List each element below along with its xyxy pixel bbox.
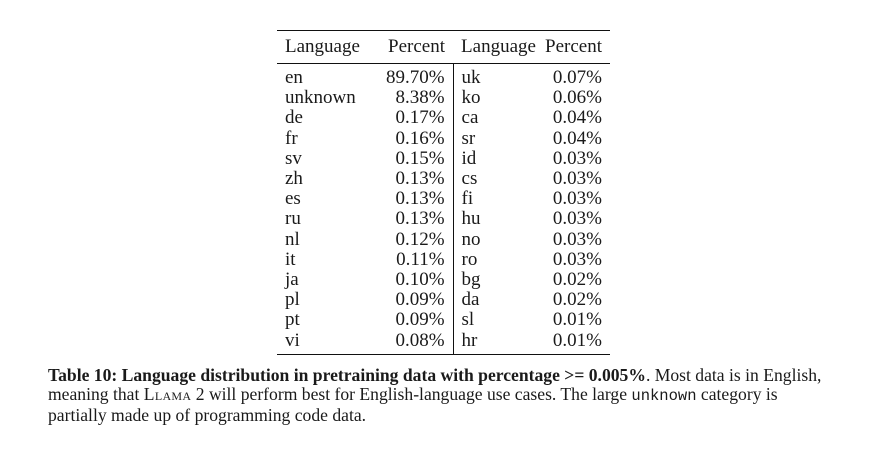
table-body: en 89.70% uk 0.07% unknown 8.38% ko 0.06% de 0.17… bbox=[277, 63, 610, 355]
cell-language-2: da bbox=[452, 290, 545, 311]
cell-percent-2: 0.03% bbox=[552, 188, 602, 210]
cell-language-2: sl bbox=[452, 310, 545, 331]
table-row: ru 0.13% hu 0.03% bbox=[277, 208, 610, 230]
table-row: vi 0.08% hr 0.01% bbox=[277, 329, 610, 355]
cell-language-2: sr bbox=[452, 128, 545, 149]
table-header-row: Language Percent Language Percent bbox=[277, 30, 610, 64]
caption-title: Table 10: Language distribution in pretr… bbox=[48, 365, 646, 385]
caption-text-4: category is bbox=[696, 384, 778, 404]
table-row: sv 0.15% id 0.03% bbox=[277, 147, 610, 169]
header-language-2: Language bbox=[461, 36, 536, 57]
table-row: en 89.70% uk 0.07% bbox=[277, 63, 610, 89]
cell-language-1: it bbox=[285, 248, 296, 270]
cell-percent-2: 0.03% bbox=[552, 248, 602, 270]
cell-language-1: ru bbox=[285, 208, 301, 230]
cell-percent-1: 89.70% bbox=[385, 67, 445, 89]
table-row: ja 0.10% bg 0.02% bbox=[277, 268, 610, 291]
table-row: it 0.11% ro 0.03% bbox=[277, 248, 610, 270]
cell-percent-1: 0.12% bbox=[395, 228, 445, 250]
table-row: de 0.17% ca 0.04% bbox=[277, 107, 610, 129]
table-row: nl 0.12% no 0.03% bbox=[277, 228, 610, 250]
cell-language-2: hu bbox=[452, 209, 545, 230]
header-percent-2: Percent bbox=[545, 36, 602, 57]
cell-language-1: es bbox=[285, 188, 301, 210]
cell-percent-2: 0.01% bbox=[552, 329, 602, 351]
cell-percent-1: 0.16% bbox=[395, 127, 445, 149]
cell-percent-2: 0.03% bbox=[552, 147, 602, 169]
cell-language-1: pl bbox=[285, 289, 300, 311]
cell-language-2: ro bbox=[452, 249, 545, 270]
cell-percent-1: 0.13% bbox=[395, 188, 445, 210]
table-row: zh 0.13% cs 0.03% bbox=[277, 168, 610, 190]
cell-language-2: hr bbox=[452, 330, 545, 355]
cell-percent-1: 0.11% bbox=[396, 248, 445, 270]
cell-language-1: sv bbox=[285, 147, 302, 169]
cell-percent-2: 0.02% bbox=[552, 268, 602, 290]
caption-unknown-term: unknown bbox=[631, 387, 697, 405]
cell-percent-1: 0.13% bbox=[395, 168, 445, 190]
cell-language-2: uk bbox=[452, 63, 545, 89]
cell-language-1: nl bbox=[285, 228, 300, 250]
cell-percent-1: 0.10% bbox=[395, 268, 445, 290]
table-row: pl 0.09% da 0.02% bbox=[277, 289, 610, 311]
cell-percent-1: 8.38% bbox=[395, 87, 445, 109]
cell-language-2: bg bbox=[452, 269, 545, 291]
header-language-1: Language bbox=[285, 36, 360, 57]
cell-language-2: fi bbox=[452, 189, 545, 210]
cell-percent-2: 0.07% bbox=[552, 67, 602, 89]
language-table-container: Language Percent Language Percent en 89.7… bbox=[277, 30, 610, 355]
table-row: fr 0.16% sr 0.04% bbox=[277, 127, 610, 149]
cell-language-1: vi bbox=[285, 329, 300, 351]
cell-language-2: ko bbox=[452, 88, 545, 109]
cell-language-1: zh bbox=[285, 168, 303, 190]
cell-language-1: en bbox=[285, 67, 303, 89]
cell-percent-1: 0.15% bbox=[395, 147, 445, 169]
cell-language-1: unknown bbox=[285, 87, 356, 109]
caption-text-3: 2 will perform best for English-language… bbox=[191, 384, 632, 404]
table-row: es 0.13% fi 0.03% bbox=[277, 188, 610, 210]
cell-percent-2: 0.06% bbox=[552, 87, 602, 109]
header-percent-1: Percent bbox=[388, 36, 446, 57]
cell-percent-1: 0.13% bbox=[395, 208, 445, 230]
cell-language-2: cs bbox=[452, 168, 545, 190]
caption-model-name: Llama bbox=[143, 384, 192, 404]
cell-percent-2: 0.03% bbox=[552, 228, 602, 250]
cell-percent-1: 0.17% bbox=[395, 107, 445, 129]
caption-text-5: partially made up of programming code da… bbox=[48, 405, 367, 425]
caption-text-2: meaning that bbox=[48, 384, 144, 404]
cell-percent-2: 0.03% bbox=[552, 208, 602, 230]
cell-percent-2: 0.04% bbox=[552, 127, 602, 149]
cell-percent-1: 0.09% bbox=[395, 309, 445, 331]
cell-percent-2: 0.03% bbox=[552, 168, 602, 190]
caption-text-1: . Most data is in English, bbox=[645, 365, 822, 385]
table-caption: Table 10: Language distribution in pretr… bbox=[48, 366, 848, 425]
cell-percent-2: 0.04% bbox=[552, 107, 602, 129]
table-row: unknown 8.38% ko 0.06% bbox=[277, 87, 610, 109]
cell-language-1: pt bbox=[285, 309, 300, 331]
cell-percent-1: 0.08% bbox=[395, 329, 445, 351]
cell-language-2: no bbox=[452, 229, 545, 250]
cell-language-2: ca bbox=[452, 108, 545, 129]
cell-percent-2: 0.01% bbox=[552, 309, 602, 331]
cell-language-1: fr bbox=[285, 127, 298, 149]
table-row: pt 0.09% sl 0.01% bbox=[277, 309, 610, 331]
language-distribution-table: Language Percent Language Percent en 89.7… bbox=[277, 30, 610, 355]
cell-language-1: ja bbox=[285, 268, 299, 290]
cell-percent-1: 0.09% bbox=[395, 289, 445, 311]
cell-language-1: de bbox=[285, 107, 303, 129]
cell-percent-2: 0.02% bbox=[552, 289, 602, 311]
cell-language-2: id bbox=[452, 148, 545, 169]
